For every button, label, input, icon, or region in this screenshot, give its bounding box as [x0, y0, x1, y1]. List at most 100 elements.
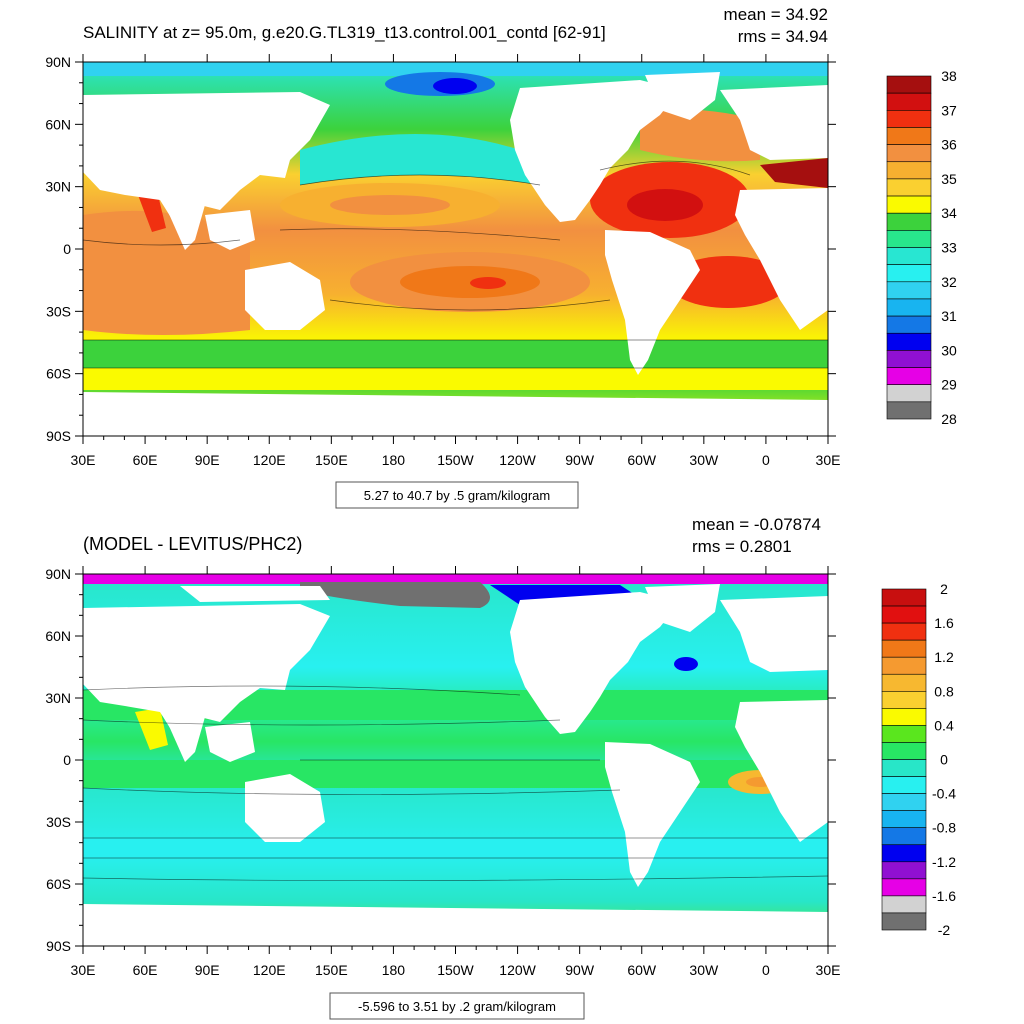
- equatorial-band: [83, 760, 828, 788]
- colorbar-swatch: [882, 691, 926, 708]
- colorbar-label: -0.4: [932, 786, 956, 802]
- colorbar-label: 34: [941, 205, 957, 221]
- colorbar-swatch: [887, 179, 931, 196]
- lon-tick-label: 150E: [315, 452, 348, 468]
- lat-tick-label: 90N: [45, 54, 71, 70]
- lat-tick-label: 30S: [46, 303, 71, 319]
- lon-tick-label: 150E: [315, 962, 348, 978]
- colorbar-swatch: [887, 213, 931, 230]
- lon-tick-label: 120E: [253, 452, 286, 468]
- lat-tick-label: 30S: [46, 814, 71, 830]
- lat-tick-label: 30N: [45, 179, 71, 195]
- colorbar-label: 0.4: [934, 717, 954, 733]
- colorbar-swatch: [882, 896, 926, 913]
- panel-title: (MODEL - LEVITUS/PHC2): [83, 534, 302, 554]
- colorbar-swatch: [887, 265, 931, 282]
- lat-tick-label: 0: [63, 752, 71, 768]
- difference-colorbar: 21.61.20.80.40-0.4-0.8-1.2-1.6-2: [882, 581, 956, 938]
- lon-tick-label: 30W: [689, 962, 719, 978]
- lat-tick-label: 90S: [46, 938, 71, 954]
- lon-tick-label: 120W: [499, 962, 536, 978]
- colorbar-swatch: [882, 640, 926, 657]
- colorbar-swatch: [887, 316, 931, 333]
- colorbar-label: 0.8: [934, 683, 954, 699]
- lon-tick-label: 60E: [133, 452, 158, 468]
- salinity-map: [83, 62, 828, 436]
- colorbar-swatch: [887, 230, 931, 247]
- range-label: 5.27 to 40.7 by .5 gram/kilogram: [364, 488, 550, 503]
- colorbar-swatch: [887, 248, 931, 265]
- colorbar-swatch: [882, 674, 926, 691]
- lon-tick-label: 150W: [437, 962, 474, 978]
- colorbar-label: 1.6: [934, 615, 954, 631]
- colorbar-swatch: [882, 742, 926, 759]
- lon-tick-label: 0: [762, 962, 770, 978]
- north-pacific-gyre-core: [330, 195, 450, 215]
- lon-tick-label: 120W: [499, 452, 536, 468]
- lat-tick-label: 60S: [46, 876, 71, 892]
- lat-tick-label: 90S: [46, 428, 71, 444]
- rms-readout: rms = 34.94: [738, 27, 828, 46]
- mean-readout: mean = 34.92: [724, 5, 828, 24]
- colorbar-label: 32: [941, 274, 957, 290]
- arctic-fresh-core: [433, 78, 477, 94]
- lat-tick-label: 30N: [45, 690, 71, 706]
- lon-tick-label: 30E: [71, 452, 96, 468]
- colorbar-swatch: [887, 385, 931, 402]
- colorbar-swatch: [882, 913, 926, 930]
- colorbar-swatch: [882, 708, 926, 725]
- colorbar-label: -0.8: [932, 820, 956, 836]
- southern-ocean-band-2: [83, 368, 828, 390]
- lat-tick-label: 60S: [46, 366, 71, 382]
- lon-tick-label: 30W: [689, 452, 719, 468]
- colorbar-swatch: [887, 299, 931, 316]
- mean-readout: mean = -0.07874: [692, 515, 821, 534]
- colorbar-swatch: [882, 657, 926, 674]
- colorbar-swatch: [887, 196, 931, 213]
- colorbar-label: 37: [941, 102, 957, 118]
- colorbar-swatch: [887, 368, 931, 385]
- colorbar-swatch: [882, 811, 926, 828]
- colorbar-swatch: [882, 760, 926, 777]
- lat-tick-label: 60N: [45, 628, 71, 644]
- colorbar-swatch: [887, 350, 931, 367]
- lon-tick-label: 180: [382, 962, 406, 978]
- panel-title: SALINITY at z= 95.0m, g.e20.G.TL319_t13.…: [83, 23, 606, 42]
- lon-tick-label: 60E: [133, 962, 158, 978]
- lon-tick-label: 90E: [195, 452, 220, 468]
- colorbar-label: -1.6: [932, 888, 956, 904]
- colorbar-swatch: [882, 623, 926, 640]
- lon-tick-label: 60W: [627, 452, 657, 468]
- colorbar-swatch: [882, 879, 926, 896]
- colorbar-swatch: [882, 725, 926, 742]
- colorbar-swatch: [887, 333, 931, 350]
- lat-tick-label: 60N: [45, 116, 71, 132]
- range-label: -5.596 to 3.51 by .2 gram/kilogram: [358, 999, 556, 1014]
- colorbar-label: -1.2: [932, 854, 956, 870]
- colorbar-label: 33: [941, 240, 957, 256]
- arctic-white-patch: [180, 586, 330, 602]
- colorbar-label: 31: [941, 308, 957, 324]
- lon-tick-label: 180: [382, 452, 406, 468]
- lon-tick-label: 60W: [627, 962, 657, 978]
- colorbar-label: -2: [938, 922, 951, 938]
- colorbar-label: 30: [941, 342, 957, 358]
- lat-tick-label: 90N: [45, 566, 71, 582]
- colorbar-label: 29: [941, 377, 957, 393]
- southern-ocean-band: [83, 340, 828, 368]
- salinity-panel: SALINITY at z= 95.0m, g.e20.G.TL319_t13.…: [45, 5, 957, 508]
- colorbar-swatch: [887, 282, 931, 299]
- colorbar-swatch: [882, 794, 926, 811]
- colorbar-label: 35: [941, 171, 957, 187]
- colorbar-swatch: [882, 606, 926, 623]
- colorbar-swatch: [882, 828, 926, 845]
- colorbar-label: 1.2: [934, 649, 954, 665]
- lat-tick-label: 0: [63, 241, 71, 257]
- lon-tick-label: 30E: [816, 452, 841, 468]
- lon-tick-label: 120E: [253, 962, 286, 978]
- labrador-negative: [674, 657, 698, 671]
- lon-tick-label: 30E: [816, 962, 841, 978]
- difference-panel: (MODEL - LEVITUS/PHC2) mean = -0.07874 r…: [45, 515, 956, 1019]
- southern-band: [83, 838, 828, 858]
- colorbar-label: 2: [940, 581, 948, 597]
